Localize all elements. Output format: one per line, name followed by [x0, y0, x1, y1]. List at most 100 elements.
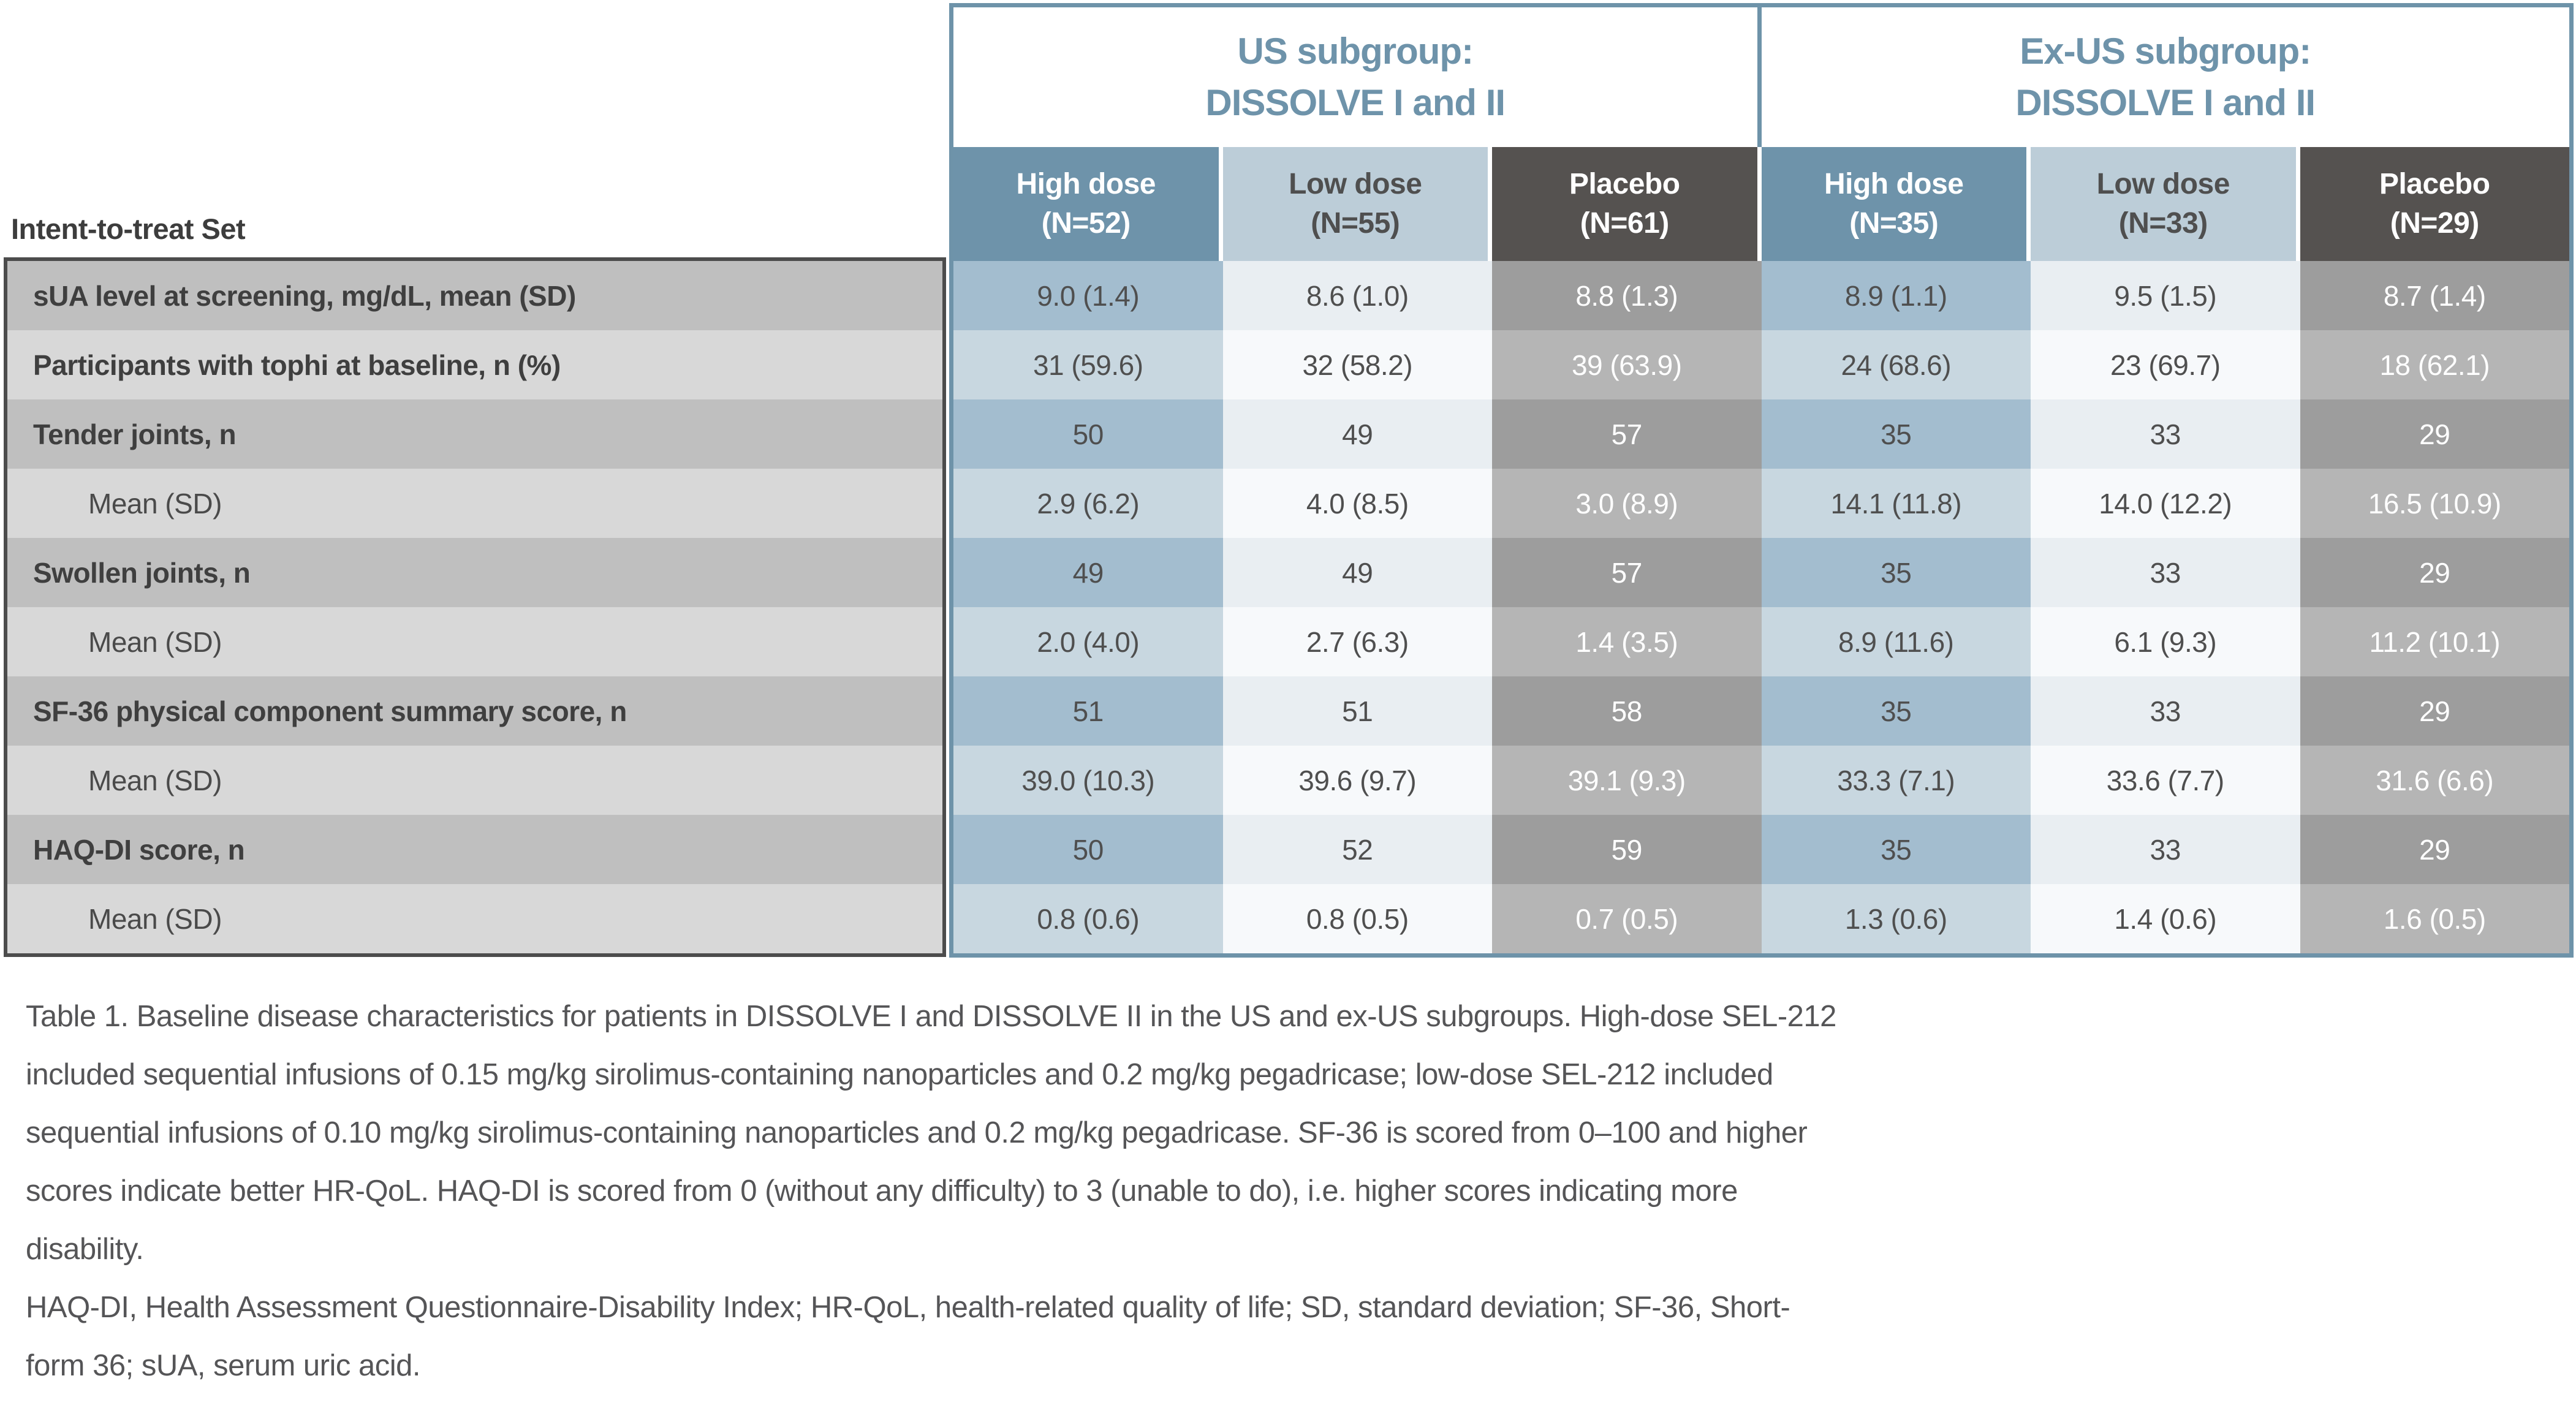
data-cell: 39.6 (9.7): [1222, 746, 1492, 815]
caption-line: scores indicate better HR-QoL. HAQ-DI is…: [26, 1174, 1738, 1208]
row-label-block: sUA level at screening, mg/dL, mean (SD)…: [4, 257, 946, 957]
group-header-exus: Ex-US subgroup: DISSOLVE I and II: [1761, 7, 2569, 147]
data-cell: 0.8 (0.6): [953, 884, 1223, 953]
column-header-n: (N=61): [1580, 207, 1670, 240]
data-cell: 29: [2300, 676, 2569, 746]
data-cell: 49: [1222, 538, 1492, 607]
data-cell: 14.1 (11.8): [1761, 469, 2031, 538]
data-cell: 57: [1492, 399, 1762, 469]
data-cell: 31.6 (6.6): [2300, 746, 2569, 815]
data-cell: 24 (68.6): [1761, 330, 2031, 399]
data-cell: 39.1 (9.3): [1492, 746, 1762, 815]
data-cell: 8.7 (1.4): [2300, 261, 2569, 330]
row-label: Mean (SD): [7, 884, 942, 953]
data-cell: 35: [1761, 538, 2031, 607]
data-cell: 8.6 (1.0): [1222, 261, 1492, 330]
data-cell: 8.9 (1.1): [1761, 261, 2031, 330]
data-cell: 29: [2300, 399, 2569, 469]
column-header-placebo-exus: Placebo (N=29): [2300, 147, 2569, 261]
column-header-n: (N=33): [2118, 207, 2208, 240]
data-cell: 2.0 (4.0): [953, 607, 1223, 676]
data-cell: 33: [2031, 538, 2300, 607]
data-cell: 35: [1761, 815, 2031, 884]
data-cell: 33.3 (7.1): [1761, 746, 2031, 815]
group-header-us-line2: DISSOLVE I and II: [1205, 82, 1506, 123]
data-cell: 51: [953, 676, 1223, 746]
row-label: Mean (SD): [7, 746, 942, 815]
data-cell: 4.0 (8.5): [1222, 469, 1492, 538]
row-label: SF-36 physical component summary score, …: [7, 676, 942, 746]
data-cell: 35: [1761, 399, 2031, 469]
group-header-exus-line2: DISSOLVE I and II: [2015, 82, 2316, 123]
data-cell: 32 (58.2): [1222, 330, 1492, 399]
row-label: Tender joints, n: [7, 399, 942, 469]
data-cell: 50: [953, 399, 1223, 469]
column-header-n: (N=29): [2390, 207, 2480, 240]
data-cell: 50: [953, 815, 1223, 884]
row-label: Swollen joints, n: [7, 538, 942, 607]
column-header-low-dose-us: Low dose (N=55): [1222, 147, 1492, 261]
data-cell: 9.0 (1.4): [953, 261, 1223, 330]
data-cell: 1.6 (0.5): [2300, 884, 2569, 953]
group-header-us-line1: US subgroup:: [1237, 31, 1474, 72]
data-cell: 57: [1492, 538, 1762, 607]
caption-line: disability.: [26, 1233, 144, 1266]
data-cell: 2.7 (6.3): [1222, 607, 1492, 676]
data-cell: 51: [1222, 676, 1492, 746]
data-cell: 16.5 (10.9): [2300, 469, 2569, 538]
data-cell: 39.0 (10.3): [953, 746, 1223, 815]
data-cell: 8.9 (11.6): [1761, 607, 2031, 676]
row-label: Participants with tophi at baseline, n (…: [7, 330, 942, 399]
column-header-label: High dose: [1824, 168, 1964, 200]
intent-to-treat-label: Intent-to-treat Set: [11, 213, 246, 245]
row-label: Mean (SD): [7, 469, 942, 538]
column-header-label: Low dose: [1289, 168, 1422, 200]
column-header-n: (N=55): [1311, 207, 1400, 240]
data-cell: 9.5 (1.5): [2031, 261, 2300, 330]
data-cell: 6.1 (9.3): [2031, 607, 2300, 676]
data-cell: 0.7 (0.5): [1492, 884, 1762, 953]
data-cell: 49: [953, 538, 1223, 607]
data-cell: 59: [1492, 815, 1762, 884]
data-cell: 33.6 (7.7): [2031, 746, 2300, 815]
caption-line: included sequential infusions of 0.15 mg…: [26, 1058, 1773, 1091]
data-cell: 29: [2300, 538, 2569, 607]
caption-line: form 36; sUA, serum uric acid.: [26, 1349, 420, 1382]
data-cell: 52: [1222, 815, 1492, 884]
data-cell: 33: [2031, 815, 2300, 884]
data-cell: 8.8 (1.3): [1492, 261, 1762, 330]
data-cell: 23 (69.7): [2031, 330, 2300, 399]
data-cell: 18 (62.1): [2300, 330, 2569, 399]
column-header-placebo-us: Placebo (N=61): [1492, 147, 1762, 261]
caption-line: HAQ-DI, Health Assessment Questionnaire-…: [26, 1291, 1790, 1324]
row-label: Mean (SD): [7, 607, 942, 676]
column-header-label: Placebo: [1569, 168, 1680, 200]
data-cell: 29: [2300, 815, 2569, 884]
data-cell: 3.0 (8.9): [1492, 469, 1762, 538]
group-header-us: US subgroup: DISSOLVE I and II: [953, 7, 1762, 147]
row-label: sUA level at screening, mg/dL, mean (SD): [7, 261, 942, 330]
data-cell: 14.0 (12.2): [2031, 469, 2300, 538]
data-cell: 31 (59.6): [953, 330, 1223, 399]
column-header-high-dose-us: High dose (N=52): [953, 147, 1223, 261]
table-caption: Table 1. Baseline disease characteristic…: [26, 988, 2563, 1395]
column-header-label: High dose: [1016, 168, 1156, 200]
data-cell: 33: [2031, 399, 2300, 469]
caption-line: Table 1. Baseline disease characteristic…: [26, 1000, 1836, 1033]
data-cell: 1.4 (0.6): [2031, 884, 2300, 953]
column-header-label: Placebo: [2379, 168, 2490, 200]
data-cell: 33: [2031, 676, 2300, 746]
data-cell: 49: [1222, 399, 1492, 469]
column-header-n: (N=35): [1849, 207, 1939, 240]
data-cell: 2.9 (6.2): [953, 469, 1223, 538]
data-cell: 39 (63.9): [1492, 330, 1762, 399]
column-header-low-dose-exus: Low dose (N=33): [2031, 147, 2300, 261]
data-cell: 35: [1761, 676, 2031, 746]
data-cell: 11.2 (10.1): [2300, 607, 2569, 676]
column-header-high-dose-exus: High dose (N=35): [1761, 147, 2031, 261]
data-cell: 0.8 (0.5): [1222, 884, 1492, 953]
caption-line: sequential infusions of 0.10 mg/kg sirol…: [26, 1116, 1808, 1149]
column-header-n: (N=52): [1041, 207, 1131, 240]
baseline-characteristics-table: US subgroup: DISSOLVE I and II Ex-US sub…: [949, 3, 2574, 958]
